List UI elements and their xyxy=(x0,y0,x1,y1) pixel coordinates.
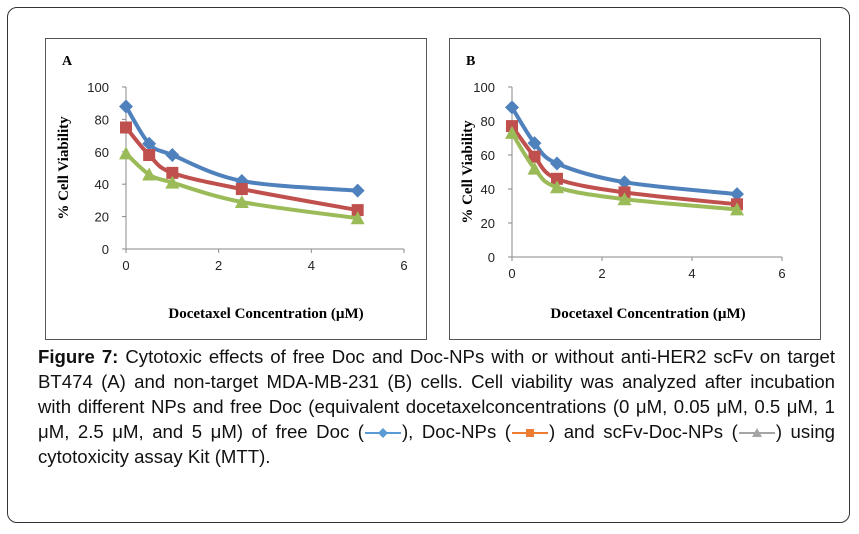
x-tick-label: 2 xyxy=(215,258,222,273)
series-3-point xyxy=(350,211,365,225)
series-2-point xyxy=(528,150,541,163)
series-1-point xyxy=(730,187,744,202)
chart-panel-b: B 0 20 40 60 80 100 0 2 4 6 Docetaxel Concentration… xyxy=(449,38,821,340)
series-3-line xyxy=(510,131,738,212)
figure-caption: Figure 7: Cytotoxic effects of free Doc … xyxy=(38,344,835,469)
caption-text-4: ) using cytotoxicity assay Kit (MTT). xyxy=(38,421,836,467)
series-1-point xyxy=(617,175,632,190)
series-3-point xyxy=(234,195,249,209)
chart-a-svg: A 0 20 40 60 80 100 0 2 4 6 Docetaxel Concentration… xyxy=(56,54,408,322)
y-tick-label: 20 xyxy=(481,216,495,231)
x-axis-title: Docetaxel Concentration (µM) xyxy=(168,306,363,322)
y-tick-label: 60 xyxy=(95,145,109,160)
x-tick-label: 6 xyxy=(400,258,407,273)
series-1-point xyxy=(505,100,519,115)
series-1-point xyxy=(527,136,542,151)
series-1-point xyxy=(165,148,180,163)
series-2-point xyxy=(120,121,132,134)
x-tick-label: 6 xyxy=(778,266,785,281)
x-tick-label: 4 xyxy=(308,258,315,273)
series-1-point xyxy=(119,99,133,114)
series-2-point xyxy=(351,204,364,217)
series-1-point xyxy=(350,183,365,198)
y-tick-label: 20 xyxy=(95,210,109,225)
x-tick-label: 0 xyxy=(508,266,515,281)
series-3-point xyxy=(505,125,519,139)
y-tick-label: 0 xyxy=(488,250,495,265)
series-3-point xyxy=(730,202,744,216)
series-3-point xyxy=(142,167,157,181)
series-3-point xyxy=(119,146,133,160)
series-1-line xyxy=(124,105,358,193)
x-axis-title: Docetaxel Concentration (µM) xyxy=(550,306,745,322)
series-3-line xyxy=(124,151,358,221)
series-2-point xyxy=(235,183,248,196)
y-tick-label: 100 xyxy=(87,80,109,95)
legend-swatch-doc-nps xyxy=(511,429,548,438)
series-2-point xyxy=(143,149,156,162)
series-1-point xyxy=(142,136,157,151)
figure-frame: A 0 20 40 60 80 100 0 2 4 6 Docetaxel Concentration… xyxy=(7,7,850,523)
y-tick-label: 60 xyxy=(481,148,495,163)
y-axis-title: % Cell Viability xyxy=(56,116,72,220)
y-tick-label: 80 xyxy=(95,112,109,127)
y-tick-label: 40 xyxy=(95,177,109,192)
series-3-point xyxy=(165,175,180,189)
y-tick-label: 100 xyxy=(473,80,495,95)
chart-b-svg: B 0 20 40 60 80 100 0 2 4 6 Docetaxel Concentration… xyxy=(460,54,786,322)
x-tick-label: 2 xyxy=(598,266,605,281)
series-1-line xyxy=(510,106,738,197)
series-2-point xyxy=(551,172,563,185)
x-tick-label: 4 xyxy=(688,266,695,281)
y-tick-label: 80 xyxy=(481,114,495,129)
series-3-point xyxy=(617,192,632,206)
chart-panel-a: A 0 20 40 60 80 100 0 2 4 6 Docetaxel Concentration… xyxy=(45,38,427,340)
series-2-point xyxy=(166,166,179,179)
caption-label: Figure 7: xyxy=(38,346,119,367)
caption-text-3: ) and scFv-Doc-NPs ( xyxy=(548,421,738,442)
caption-text-1: Cytotoxic effects of free Doc and Doc-NP… xyxy=(38,346,835,442)
y-tick-label: 0 xyxy=(102,242,109,257)
legend-swatch-scfv-doc-nps xyxy=(738,428,775,438)
panel-label: B xyxy=(466,54,475,69)
y-axis-title: % Cell Viability xyxy=(460,120,476,224)
panel-label: A xyxy=(62,54,73,69)
series-1-point xyxy=(550,156,564,171)
series-3-point xyxy=(550,180,564,194)
caption-text-2: ), Doc-NPs ( xyxy=(401,421,511,442)
series-3-point xyxy=(527,161,542,175)
legend-swatch-free-doc xyxy=(364,428,401,439)
x-tick-label: 0 xyxy=(122,258,129,273)
y-tick-label: 40 xyxy=(481,182,495,197)
